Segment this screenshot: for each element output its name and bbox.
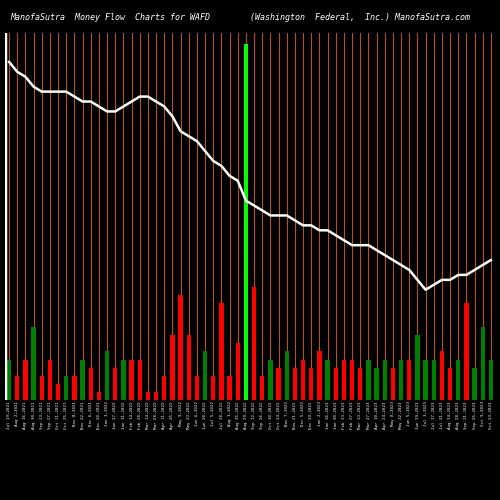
Bar <box>390 368 395 400</box>
Bar <box>105 352 110 400</box>
Bar <box>228 376 232 400</box>
Bar <box>130 360 134 400</box>
Bar <box>432 360 436 400</box>
Bar <box>170 336 174 400</box>
Bar <box>113 368 117 400</box>
Bar <box>480 327 485 400</box>
Bar <box>358 368 362 400</box>
Bar <box>399 360 404 400</box>
Bar <box>7 360 12 400</box>
Bar <box>162 376 166 400</box>
Bar <box>96 392 101 400</box>
Bar <box>424 360 428 400</box>
Bar <box>472 368 477 400</box>
Bar <box>366 360 370 400</box>
Bar <box>415 336 420 400</box>
Bar <box>456 360 460 400</box>
Text: (Washington  Federal,  Inc.) ManofaSutra.com: (Washington Federal, Inc.) ManofaSutra.c… <box>250 12 470 22</box>
Bar <box>48 360 52 400</box>
Bar <box>301 360 306 400</box>
Bar <box>64 376 68 400</box>
Bar <box>309 368 314 400</box>
Bar <box>40 376 44 400</box>
Bar <box>72 376 76 400</box>
Bar <box>32 327 36 400</box>
Bar <box>350 360 354 400</box>
Bar <box>284 352 289 400</box>
Bar <box>292 368 297 400</box>
Bar <box>211 376 216 400</box>
Bar <box>138 360 142 400</box>
Bar <box>252 287 256 400</box>
Bar <box>186 336 191 400</box>
Bar <box>440 352 444 400</box>
Bar <box>268 360 272 400</box>
Bar <box>236 344 240 400</box>
Bar <box>342 360 346 400</box>
Bar <box>448 368 452 400</box>
Bar <box>219 303 224 400</box>
Bar <box>178 295 183 400</box>
Bar <box>317 352 322 400</box>
Bar <box>15 376 20 400</box>
Bar <box>146 392 150 400</box>
Bar <box>260 376 264 400</box>
Bar <box>464 303 468 400</box>
Bar <box>121 360 126 400</box>
Bar <box>382 360 387 400</box>
Bar <box>488 360 493 400</box>
Bar <box>334 368 338 400</box>
Text: ManofaSutra  Money Flow  Charts for WAFD: ManofaSutra Money Flow Charts for WAFD <box>10 12 210 22</box>
Bar <box>56 384 60 400</box>
Bar <box>23 360 28 400</box>
Bar <box>276 368 281 400</box>
Bar <box>194 376 199 400</box>
Bar <box>203 352 207 400</box>
Bar <box>407 360 412 400</box>
Bar <box>80 360 85 400</box>
Bar <box>244 44 248 400</box>
Bar <box>326 360 330 400</box>
Bar <box>154 392 158 400</box>
Bar <box>88 368 93 400</box>
Bar <box>374 368 379 400</box>
